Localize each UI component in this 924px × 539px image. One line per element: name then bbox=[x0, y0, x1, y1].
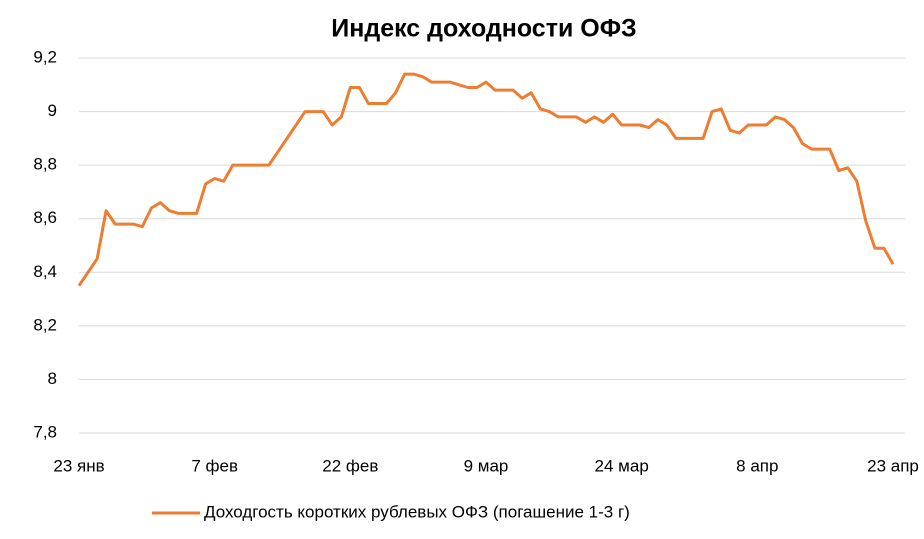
x-tick-label: 24 мар bbox=[595, 456, 649, 475]
x-tick-label: 8 апр bbox=[736, 456, 778, 475]
x-tick-label: 23 апр bbox=[867, 456, 919, 475]
y-tick-label: 9,2 bbox=[33, 47, 57, 66]
y-tick-label: 8,6 bbox=[33, 208, 57, 227]
x-tick-label: 9 мар bbox=[464, 456, 509, 475]
y-tick-label: 7,8 bbox=[33, 422, 57, 441]
line bbox=[77, 72, 895, 287]
legend-label: Доходгость коротких рублевых ОФЗ (погаше… bbox=[204, 502, 630, 521]
x-tick-label: 23 янв bbox=[53, 456, 104, 475]
x-tick-label: 22 фев bbox=[322, 456, 378, 475]
y-tick-label: 8,4 bbox=[33, 262, 57, 281]
y-tick-label: 8,2 bbox=[33, 315, 57, 334]
y-tick-label: 8,8 bbox=[33, 155, 57, 174]
y-tick-label: 8 bbox=[48, 369, 57, 388]
x-tick-label: 7 фев bbox=[191, 456, 238, 475]
chart-title: Индекс доходности ОФЗ bbox=[331, 15, 636, 43]
y-tick-label: 9 bbox=[48, 101, 57, 120]
